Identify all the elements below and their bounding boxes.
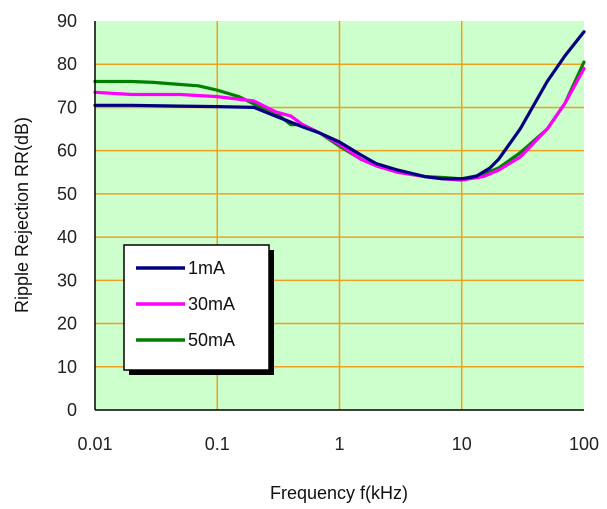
legend-label: 30mA	[188, 294, 235, 314]
legend-box	[123, 244, 270, 371]
legend-items: 1mA 30mA 50mA	[136, 258, 235, 350]
y-tick-label: 20	[57, 314, 77, 334]
x-axis-title: Frequency f(kHz)	[270, 483, 408, 503]
y-tick-label: 70	[57, 97, 77, 117]
x-tick-label: 1	[334, 434, 344, 454]
y-tick-label: 80	[57, 54, 77, 74]
x-tick-label: 0.01	[77, 434, 112, 454]
y-tick-label: 30	[57, 270, 77, 290]
series-line-50mA	[93, 60, 586, 181]
legend-label: 50mA	[188, 330, 235, 350]
series-lines	[93, 30, 586, 182]
y-tick-labels: 0 10 20 30 40 50 60 70 80 90	[57, 11, 77, 420]
axis-lines	[94, 21, 584, 411]
legend-label: 1mA	[188, 258, 225, 278]
grid-lines	[95, 21, 584, 410]
y-tick-label: 40	[57, 227, 77, 247]
y-tick-label: 0	[67, 400, 77, 420]
y-axis-title: Ripple Rejection RR(dB)	[12, 117, 32, 313]
x-tick-label: 10	[452, 434, 472, 454]
x-tick-label: 100	[569, 434, 599, 454]
series-line-1mA	[93, 30, 586, 181]
x-tick-label: 0.1	[205, 434, 230, 454]
x-tick-labels: 0.01 0.1 1 10 100	[77, 434, 599, 454]
legend: 1mA 30mA 50mA	[123, 244, 274, 375]
y-tick-label: 60	[57, 141, 77, 161]
y-tick-label: 90	[57, 11, 77, 31]
series-line-30mA	[93, 66, 586, 182]
y-tick-label: 10	[57, 357, 77, 377]
y-tick-label: 50	[57, 184, 77, 204]
